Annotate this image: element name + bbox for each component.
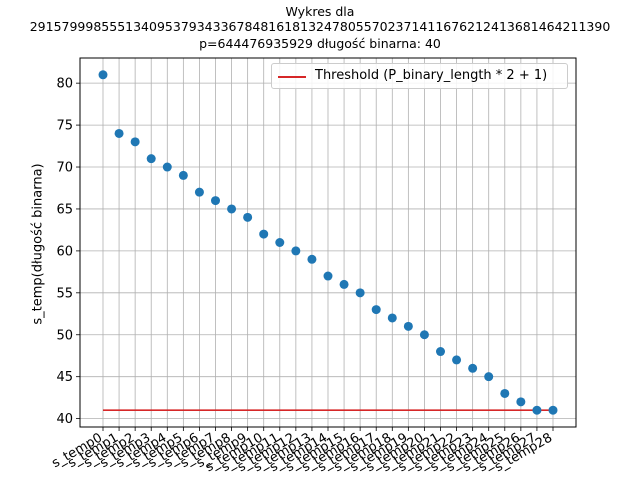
data-point: [114, 128, 124, 138]
data-point: [227, 204, 237, 214]
y-tick-label: 75: [56, 119, 73, 134]
y-tick-label: 55: [56, 286, 73, 301]
data-point: [468, 363, 478, 373]
y-tick-label: 50: [56, 328, 73, 343]
data-point: [323, 271, 333, 281]
y-tick-label: 65: [56, 202, 73, 217]
legend-threshold-label: Threshold (P_binary_length * 2 + 1): [315, 68, 548, 83]
data-point: [339, 279, 349, 289]
data-point: [452, 355, 462, 365]
y-tick-label: 40: [56, 412, 73, 427]
data-point: [291, 246, 301, 256]
data-point: [162, 162, 172, 172]
data-point: [516, 397, 526, 407]
y-axis-label: s_temp(długość binarna): [30, 163, 46, 325]
data-point: [98, 70, 108, 80]
data-point: [146, 154, 156, 164]
legend-threshold-swatch: [278, 76, 306, 78]
data-point: [436, 347, 445, 357]
y-tick-label: 70: [56, 161, 73, 176]
data-point: [387, 313, 397, 323]
data-point: [211, 196, 220, 206]
points-layer: [98, 70, 558, 415]
data-point: [178, 170, 188, 180]
y-tick-label: 80: [56, 77, 73, 92]
data-point: [484, 372, 494, 382]
data-point: [419, 330, 429, 340]
y-axis: 40 45 50 55 60 65 70 75 80: [56, 77, 80, 427]
data-point: [243, 212, 253, 222]
data-point: [130, 137, 140, 147]
data-point: [275, 238, 285, 247]
data-point: [403, 321, 413, 331]
y-tick-label: 45: [56, 370, 73, 385]
chart-title-line-3: p=644476935929 długość binarna: 40: [199, 36, 441, 51]
legend: Threshold (P_binary_length * 2 + 1): [271, 63, 568, 89]
data-point: [259, 229, 269, 239]
chart-title-line-2: 2915799985551340953793433678481618132478…: [29, 19, 611, 34]
data-point: [500, 388, 510, 398]
y-tick-label: 60: [56, 244, 73, 259]
data-point: [355, 288, 365, 298]
data-point: [548, 405, 558, 415]
chart-title-line-1: Wykres dla: [285, 4, 355, 19]
data-point: [371, 305, 381, 315]
data-point: [532, 405, 542, 415]
grid-layer: [80, 58, 576, 427]
data-point: [194, 187, 204, 197]
data-point: [307, 254, 317, 264]
x-axis: s_temp0s_temp1s_temp2s_temp3s_temp4s_tem…: [49, 427, 555, 475]
